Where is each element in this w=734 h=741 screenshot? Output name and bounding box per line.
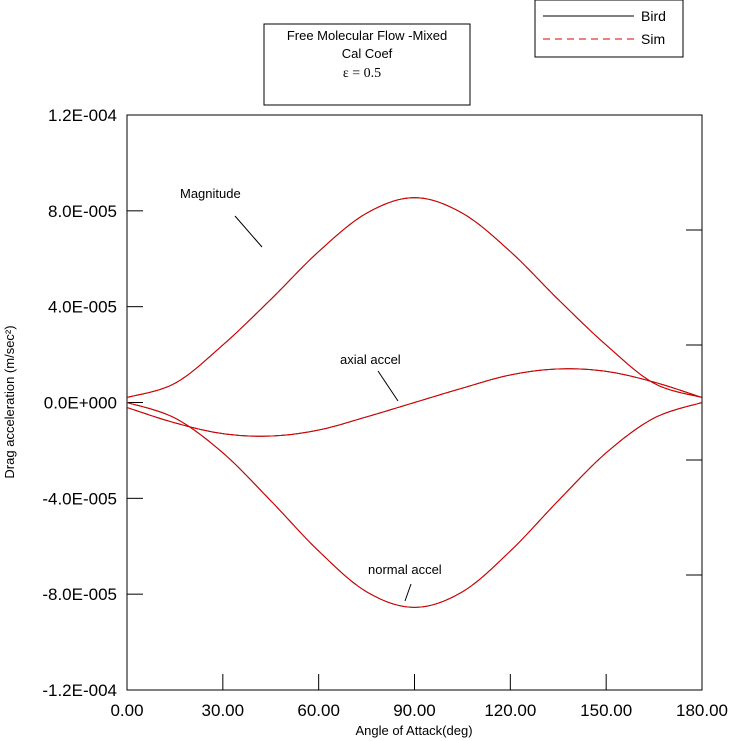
y-tick-label: 1.2E-004 — [48, 106, 117, 125]
annotation-magnitude: Magnitude — [180, 186, 241, 201]
curves — [126, 197, 703, 608]
y-tick-label: 8.0E-005 — [48, 202, 117, 221]
x-tick-label: 90.00 — [393, 701, 436, 720]
series-line-sim-magnitude — [126, 197, 703, 398]
annotation-leader-normal — [404, 583, 412, 602]
y-tick-label: -8.0E-005 — [42, 585, 117, 604]
annotations: Magnitude axial accel normal accel — [180, 186, 442, 602]
annotation-axial: axial accel — [340, 352, 401, 367]
y-axis-title: Drag acceleration (m/sec²) — [2, 325, 17, 478]
series-line-sim-normal — [126, 402, 703, 608]
y-tick-label: 0.0E+000 — [44, 394, 117, 413]
x-tick-label: 180.00 — [676, 701, 728, 720]
x-tick-label: 60.00 — [297, 701, 340, 720]
series-line-bird-magnitude — [126, 197, 703, 398]
annotation-leader-magnitude — [234, 215, 263, 248]
x-tick-label: 0.00 — [110, 701, 143, 720]
legend-label-sim: Sim — [641, 31, 665, 47]
annotation-leader-axial — [377, 370, 399, 402]
y-tick-label: 4.0E-005 — [48, 298, 117, 317]
title-line-2: Cal Coef — [342, 46, 393, 61]
title-box-border — [263, 23, 471, 106]
right-axis-ticks — [686, 229, 702, 576]
y-tick-label: -1.2E-004 — [42, 681, 117, 700]
x-tick-label: 150.00 — [580, 701, 632, 720]
annotation-normal: normal accel — [368, 562, 442, 577]
title-line-1: Free Molecular Flow -Mixed — [287, 28, 447, 43]
series-line-sim-axial — [126, 368, 703, 437]
legend: Bird Sim — [534, 0, 684, 58]
title-line-3: ε = 0.5 — [343, 66, 381, 81]
y-axis-ticks: -1.2E-004 -8.0E-005 -4.0E-005 0.0E+000 4.0E-… — [42, 106, 143, 700]
x-axis-ticks: 0.00 30.00 60.00 90.00 120.00 150.00 180.00 — [110, 674, 728, 720]
y-tick-label: -4.0E-005 — [42, 489, 117, 508]
chart-title-box: Free Molecular Flow -Mixed Cal Coef ε = … — [263, 23, 471, 106]
x-tick-label: 30.00 — [202, 701, 245, 720]
x-tick-label: 120.00 — [484, 701, 536, 720]
legend-label-bird: Bird — [641, 8, 666, 24]
x-axis-title: Angle of Attack(deg) — [355, 723, 472, 738]
legend-box — [534, 0, 684, 58]
